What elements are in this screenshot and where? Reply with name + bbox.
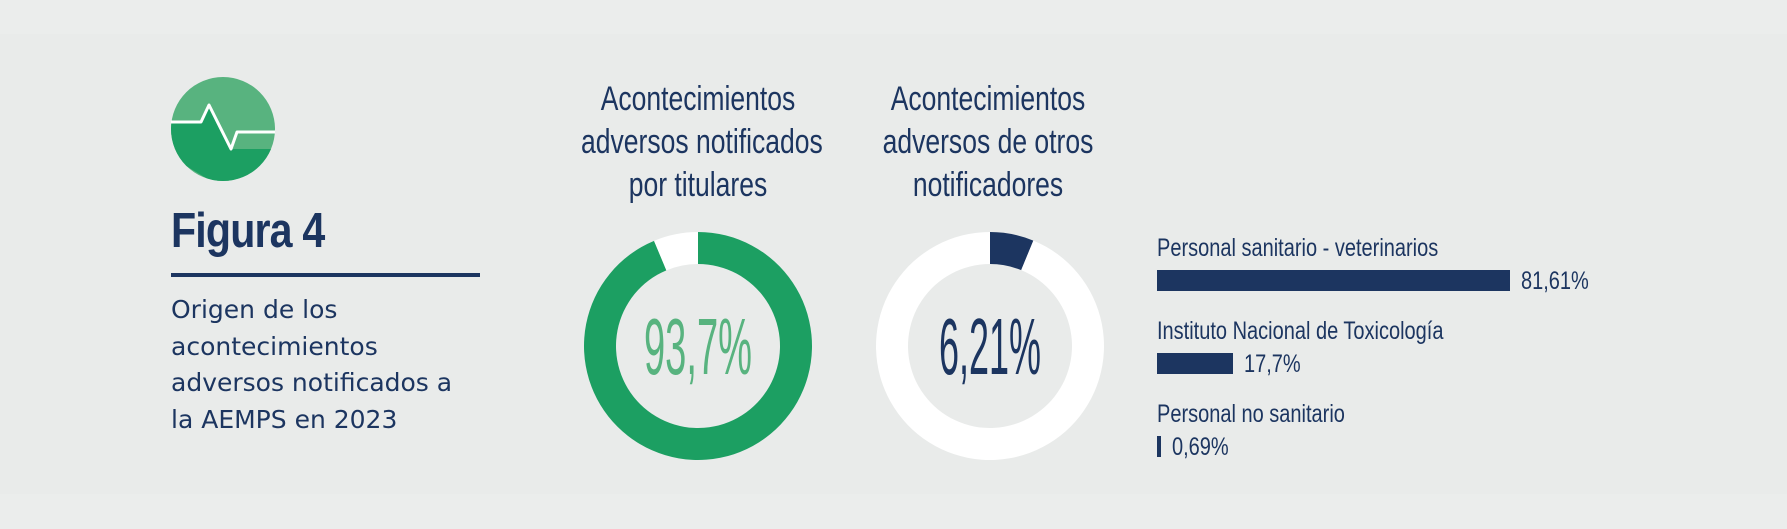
bar-category-label: Instituto Nacional de Toxicología (1157, 317, 1444, 345)
figure-subtitle: Origen de los acontecimientos adversos n… (171, 295, 453, 434)
bar-category-label: Personal sanitario - veterinarios (1157, 234, 1439, 262)
figure-panel (0, 34, 1787, 494)
bar (1157, 270, 1510, 291)
donut-1-title-line: Acontecimientos (600, 80, 796, 118)
donut-1-center-label: 93,7% (644, 302, 752, 391)
title-underline (171, 273, 480, 277)
bar-value-label: 0,69% (1172, 433, 1229, 461)
donut-1-title-line: por titulares (628, 166, 768, 204)
donut-2-title: Acontecimientos adversos de otros notifi… (871, 78, 1105, 207)
donut-2-center-label: 6,21% (939, 302, 1041, 391)
donut-2-title-line: notificadores (912, 166, 1064, 204)
heartbeat-icon (171, 77, 275, 181)
bar-value-label: 17,7% (1244, 350, 1302, 378)
donut-2-title-line: Acontecimientos (890, 80, 1086, 118)
bar (1157, 353, 1234, 374)
donut-2-title-line: adversos de otros (882, 123, 1094, 161)
donut-1-title-line: adversos notificados (581, 123, 823, 161)
donut-2-slice (990, 232, 1034, 271)
figure-title: Figura 4 (171, 204, 325, 258)
donut-1-slice (654, 232, 698, 271)
bar-value-label: 81,61% (1520, 267, 1589, 295)
bar (1157, 436, 1161, 457)
donut-1-title: Acontecimientos adversos notificados por… (581, 78, 823, 207)
bar-category-label: Personal no sanitario (1157, 400, 1345, 428)
